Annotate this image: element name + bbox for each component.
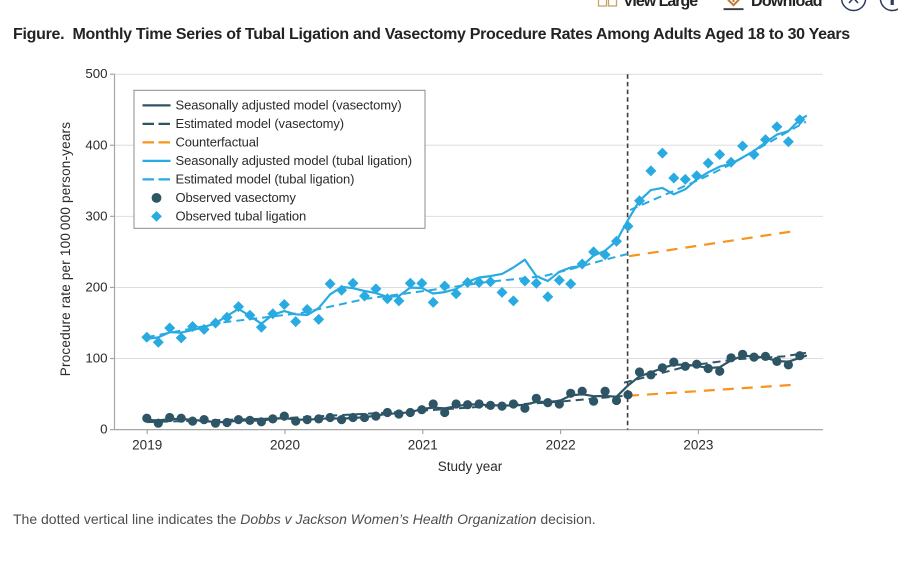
svg-text:Procedure rate per 100 000 per: Procedure rate per 100 000 person-years bbox=[58, 122, 73, 376]
svg-text:2023: 2023 bbox=[683, 438, 713, 453]
svg-text:0: 0 bbox=[100, 422, 107, 437]
svg-text:500: 500 bbox=[85, 66, 107, 81]
svg-text:Observed vasectomy: Observed vasectomy bbox=[176, 190, 297, 205]
svg-text:Estimated model (vasectomy): Estimated model (vasectomy) bbox=[176, 116, 345, 131]
svg-text:300: 300 bbox=[85, 208, 107, 223]
svg-text:2021: 2021 bbox=[408, 438, 438, 453]
svg-text:100: 100 bbox=[85, 351, 107, 366]
svg-text:Seasonally adjusted model (tub: Seasonally adjusted model (tubal ligatio… bbox=[176, 153, 412, 168]
svg-text:2020: 2020 bbox=[270, 438, 300, 453]
svg-text:Study year: Study year bbox=[438, 459, 503, 474]
svg-text:Counterfactual: Counterfactual bbox=[176, 134, 259, 149]
svg-text:400: 400 bbox=[85, 137, 107, 152]
svg-text:Seasonally adjusted model (vas: Seasonally adjusted model (vasectomy) bbox=[176, 97, 402, 112]
svg-text:200: 200 bbox=[85, 279, 107, 294]
svg-text:Observed tubal ligation: Observed tubal ligation bbox=[176, 208, 307, 223]
svg-text:2022: 2022 bbox=[546, 438, 576, 453]
svg-text:2019: 2019 bbox=[132, 438, 162, 453]
svg-text:Estimated model (tubal ligatio: Estimated model (tubal ligation) bbox=[176, 171, 355, 186]
